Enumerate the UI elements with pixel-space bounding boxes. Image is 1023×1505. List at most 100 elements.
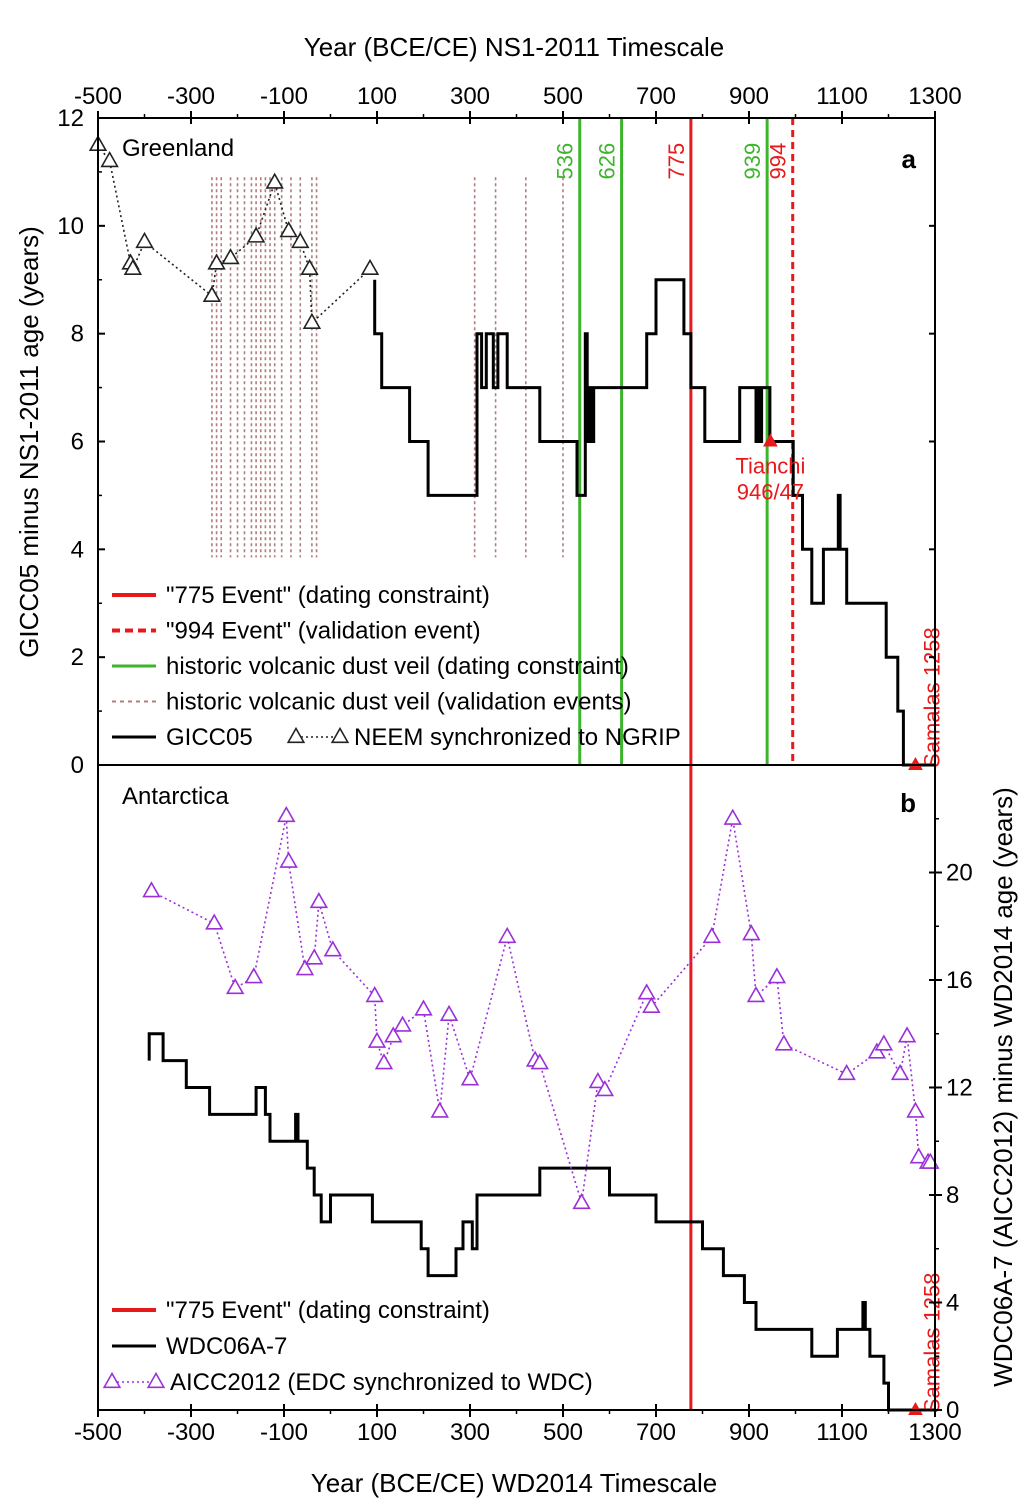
aicc2012-point [367,1031,387,1048]
neem-point [246,226,266,243]
samalas-label-b: Samalas 1258 [919,1272,944,1413]
aicc2012-point [837,1063,856,1081]
a-ytick-label: 2 [71,644,84,671]
event-marker-a-0 [763,433,778,447]
event-label-994: 994 [766,143,791,180]
event-label-536: 536 [553,143,578,180]
aicc2012-point [142,881,161,898]
aicc2012-point [205,913,224,930]
top-tick-label: 500 [543,83,583,110]
tianchi-label: Tianchi [735,454,805,479]
aicc2012-point [277,805,296,823]
a-ytick-label: 4 [71,536,84,563]
aicc2012-point [767,967,787,984]
aicc2012-point [244,967,263,984]
top-tick-label: 900 [729,83,769,110]
b-ytick-label: 8 [946,1182,959,1209]
aicc2012-point [642,996,661,1013]
aicc2012-point [746,986,766,1003]
neem-point [202,285,222,302]
bottom-tick-label: 1100 [816,1419,868,1446]
aicc2012-point [774,1034,794,1051]
aicc2012-point [430,1101,449,1118]
panel-a-letter: a [902,144,917,174]
neem-point [100,151,119,168]
a-ytick-label: 12 [57,105,84,132]
aicc2012-point [439,1004,459,1022]
aicc2012-point [295,959,315,976]
aicc2012-line [151,815,931,1204]
aicc2012-point [909,1147,928,1164]
bottom-axis-label: Year (BCE/CE) WD2014 Timescale [311,1468,718,1498]
neem-point [360,258,380,276]
aicc2012-point [323,940,343,957]
aicc2012-point [374,1053,394,1070]
top-tick-label: 1300 [908,83,961,110]
aicc2012-point [742,924,761,941]
aicc2012-point [890,1063,910,1081]
bottom-tick-label: -500 [74,1419,122,1446]
aicc2012-point [702,926,721,944]
top-tick-label: 100 [357,83,397,110]
a-ytick-label: 8 [71,321,84,348]
a-legend-label-1: "994 Event" (validation event) [166,618,481,645]
bottom-tick-label: 900 [729,1419,769,1446]
neem-point [265,172,284,189]
aicc2012-point [906,1101,925,1118]
bottom-tick-label: 100 [357,1419,397,1446]
bottom-tick-label: 300 [450,1419,490,1446]
b-legend-symbol-2-tri [102,1371,122,1389]
aicc2012-point [530,1053,549,1070]
tianchi-year-label: 946/47 [737,480,804,505]
b-legend-symbol-2-tri [146,1371,166,1389]
aicc2012-point [384,1026,403,1043]
neem-point [123,258,143,276]
panel-b-region-label: Antarctica [122,783,229,810]
b-ytick-label: 4 [946,1290,959,1317]
a-legend-symbol-5-tri [286,726,306,744]
event-marker-b-0 [908,1402,923,1415]
aicc2012-point [225,977,245,995]
b-ytick-label: 12 [946,1075,973,1102]
event-label-775: 775 [664,143,689,180]
a-legend-label-3: historic volcanic dust veil (validation … [166,689,632,716]
bottom-tick-label: 1300 [908,1419,961,1446]
neem-line [97,144,371,325]
panel-a-ylabel: GICC05 minus NS1-2011 age (years) [14,226,44,658]
aicc2012-point [723,808,742,825]
event-marker-a-1 [908,757,923,770]
aicc2012-point [279,851,298,868]
bottom-tick-label: 700 [636,1419,676,1446]
aicc2012-point [867,1042,887,1059]
aicc2012-point [588,1072,608,1089]
neem-point [302,312,322,329]
aicc2012-point [498,926,517,944]
neem-point [135,231,154,249]
a-legend-label-0: "775 Event" (dating constraint) [166,582,490,609]
neem-point [300,258,319,276]
top-tick-label: 1100 [816,83,868,110]
a-legend-symbol-5-tri [330,726,350,744]
aicc2012-point [572,1192,591,1210]
panel-a-region-label: Greenland [122,135,234,162]
a-legend-label-2: historic volcanic dust veil (dating cons… [166,653,629,680]
bottom-tick-label: 500 [543,1419,583,1446]
b-ytick-label: 16 [946,967,973,994]
b-ytick-label: 0 [946,1397,959,1424]
b-legend-label-0: "775 Event" (dating constraint) [166,1297,490,1324]
b-legend-label-2: AICC2012 (EDC synchronized to WDC) [170,1369,593,1396]
aicc2012-point [460,1069,480,1086]
a-ytick-label: 6 [71,429,84,456]
aicc2012-point [414,999,433,1016]
aicc2012-point [309,891,329,909]
aicc2012-point [365,986,384,1003]
top-tick-label: 300 [450,83,490,110]
aicc2012-point [393,1015,412,1032]
top-axis-label: Year (BCE/CE) NS1-2011 Timescale [304,32,725,62]
panel-b-letter: b [900,788,916,818]
top-tick-label: -100 [260,83,308,110]
aicc2012-point [595,1080,615,1097]
aicc2012-point [637,983,656,1000]
neem-point [207,253,226,270]
